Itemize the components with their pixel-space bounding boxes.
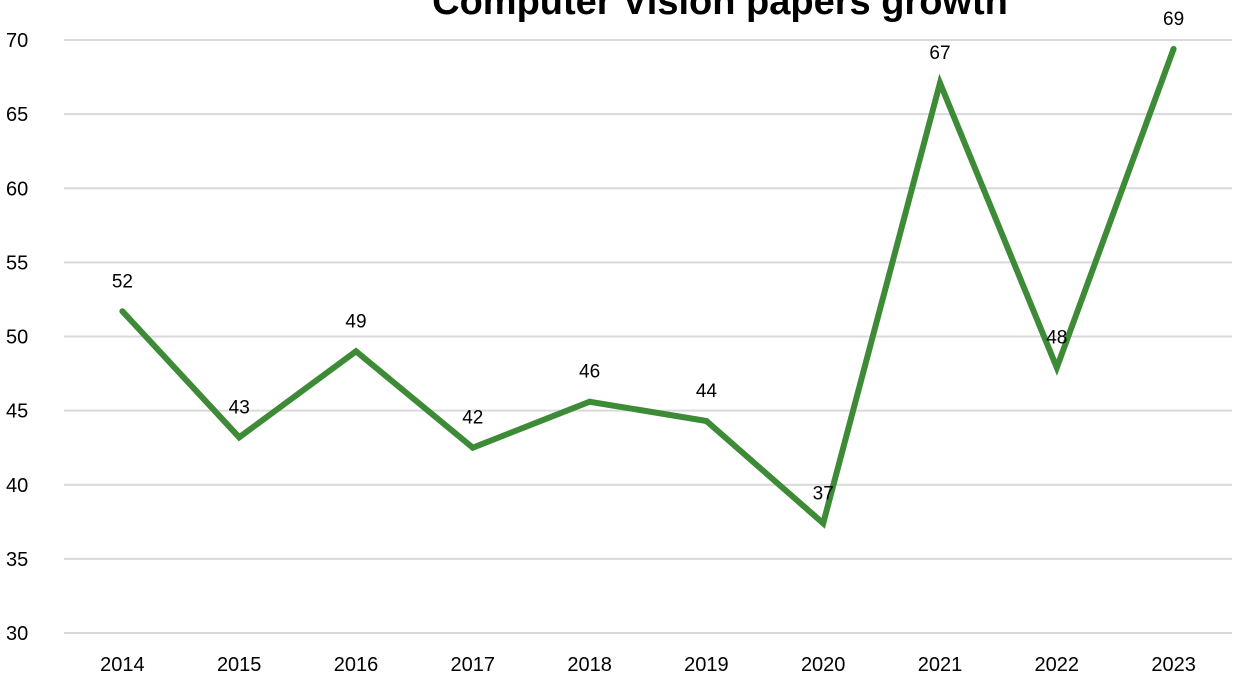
x-tick-label: 2020 [801, 654, 846, 674]
y-tick-label: 60 [6, 178, 28, 200]
y-axis: 30 35 40 45 50 55 60 65 70 [6, 30, 28, 645]
x-tick-label: 2017 [451, 654, 496, 674]
x-tick-label: 2015 [217, 654, 262, 674]
data-labels: 52 43 49 42 46 44 37 67 48 69 [112, 9, 1184, 504]
data-point [353, 348, 359, 355]
y-tick-label: 35 [6, 549, 28, 571]
x-axis: 2014 2015 2016 2017 2018 2019 2020 2021 2022 2023 [100, 654, 1196, 674]
data-point [1170, 45, 1177, 52]
series-line [120, 47, 1177, 529]
y-tick-label: 45 [6, 401, 28, 423]
data-point [703, 418, 710, 425]
x-tick-label: 2019 [684, 654, 729, 674]
data-point [119, 308, 126, 315]
x-tick-label: 2023 [1151, 654, 1196, 674]
x-tick-label: 2021 [918, 654, 963, 674]
data-point [469, 444, 476, 451]
data-label: 69 [1163, 9, 1184, 30]
data-label: 49 [345, 311, 366, 332]
x-tick-label: 2016 [334, 654, 379, 674]
data-label: 67 [929, 43, 950, 64]
y-tick-label: 50 [6, 327, 28, 349]
data-point [820, 520, 827, 527]
data-point [586, 398, 593, 405]
gridlines [64, 39, 1232, 634]
y-tick-label: 40 [6, 475, 28, 497]
data-label: 43 [229, 397, 250, 418]
data-point [1053, 364, 1060, 371]
x-tick-label: 2018 [567, 654, 612, 674]
data-label: 52 [112, 271, 133, 292]
chart-title: Computer Vision papers growth [432, 0, 1008, 23]
data-point [236, 434, 243, 441]
y-tick-label: 70 [6, 30, 28, 52]
y-tick-label: 55 [6, 252, 28, 274]
x-tick-label: 2022 [1035, 654, 1080, 674]
data-label: 37 [813, 483, 834, 504]
data-label: 44 [696, 381, 718, 402]
data-label: 48 [1046, 328, 1067, 349]
data-point [937, 79, 943, 86]
x-tick-label: 2014 [100, 654, 145, 674]
data-label: 42 [462, 408, 483, 429]
data-label: 46 [579, 362, 600, 383]
y-tick-label: 65 [6, 104, 28, 126]
y-tick-label: 30 [6, 623, 28, 645]
series-layer [119, 45, 1177, 529]
